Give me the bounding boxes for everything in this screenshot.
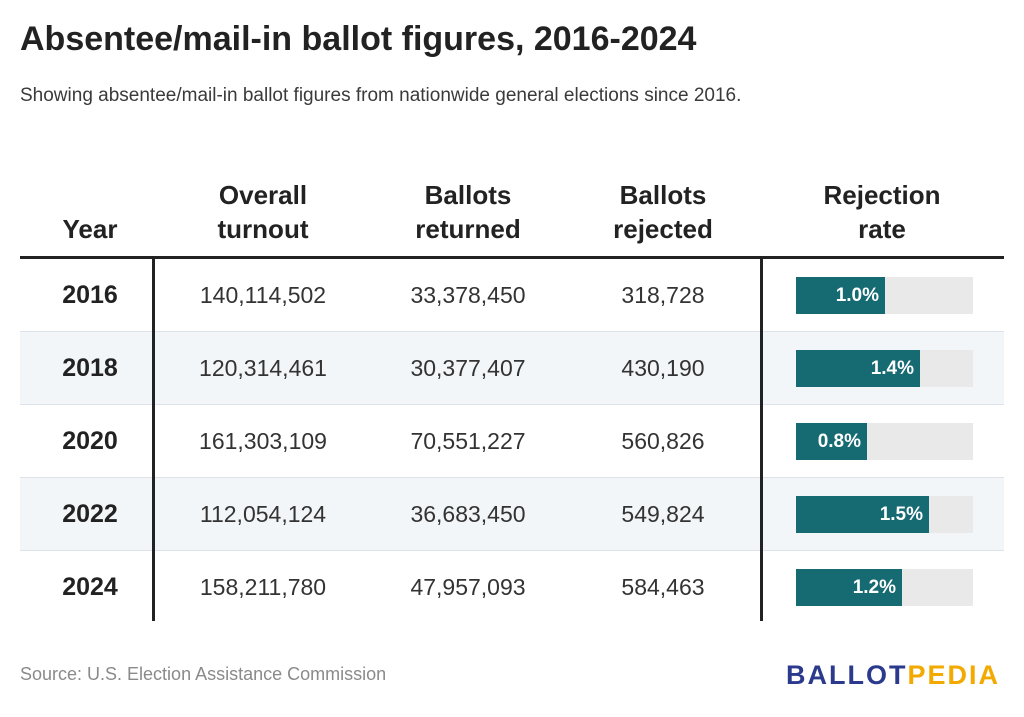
returned-cell: 30,377,407 (410, 355, 526, 381)
header-year: Year (20, 170, 160, 246)
returned-cell: 47,957,093 (410, 574, 526, 600)
header-rejected-line2: rejected (613, 214, 713, 244)
rate-bar (796, 350, 920, 387)
table-row: 2020 161,303,109 70,551,227 560,826 0.8% (20, 405, 1004, 477)
returned-cell: 36,683,450 (410, 501, 526, 527)
table-row: 2024 158,211,780 47,957,093 584,463 1.2% (20, 551, 1004, 623)
rate-column-divider (760, 259, 763, 621)
header-year-line1: Year (62, 214, 118, 244)
header-rejected: Ballots rejected (563, 170, 763, 246)
header-returned: Ballots returned (368, 170, 568, 246)
logo-part-pedia: PEDIA (907, 660, 1000, 690)
year-column-divider (152, 259, 155, 621)
header-returned-line2: returned (415, 214, 521, 244)
returned-cell: 70,551,227 (410, 428, 526, 454)
header-rate-line2: rate (858, 214, 906, 244)
row-separator (20, 404, 1004, 405)
rate-bar-label: 1.5% (879, 504, 923, 525)
rate-bar (796, 423, 867, 460)
rejected-cell: 318,728 (621, 282, 705, 308)
header-rejected-line1: Ballots (619, 180, 707, 210)
rate-bar-label: 0.8% (817, 431, 861, 452)
logo-part-ballot: BALLOT (785, 660, 908, 690)
row-separator (20, 550, 1004, 551)
year-cell: 2024 (62, 573, 118, 601)
rejected-cell: 560,826 (621, 428, 705, 454)
header-turnout-line1: Overall (218, 180, 308, 210)
turnout-cell: 161,303,109 (199, 428, 327, 454)
header-turnout-line2: turnout (217, 214, 309, 244)
year-cell: 2020 (62, 427, 118, 455)
turnout-cell: 120,314,461 (199, 355, 327, 381)
rate-bar-track: 1.4% (796, 350, 973, 387)
year-cell: 2018 (62, 354, 118, 382)
rate-bar-track: 0.8% (796, 423, 973, 460)
rejected-cell: 549,824 (621, 501, 705, 527)
row-separator (20, 331, 1004, 332)
header-rule (20, 256, 1004, 259)
turnout-cell: 140,114,502 (199, 282, 327, 308)
header-returned-line1: Ballots (424, 180, 512, 210)
year-cell: 2016 (62, 281, 118, 309)
turnout-cell: 112,054,124 (199, 501, 327, 527)
rate-bar (796, 569, 902, 606)
rate-bar-track: 1.0% (796, 277, 973, 314)
header-rate: Rejection rate (782, 170, 982, 246)
rate-bar-track: 1.2% (796, 569, 973, 606)
turnout-cell: 158,211,780 (199, 574, 327, 600)
table-row: 2016 140,114,502 33,378,450 318,728 1.0% (20, 259, 1004, 331)
rate-bar-label: 1.0% (835, 285, 879, 306)
chart-subtitle: Showing absentee/mail-in ballot figures … (20, 85, 742, 106)
year-cell: 2022 (62, 500, 118, 528)
returned-cell: 33,378,450 (410, 282, 526, 308)
source-note: Source: U.S. Election Assistance Commiss… (20, 664, 387, 684)
rejected-cell: 584,463 (621, 574, 705, 600)
rate-bar-track: 1.5% (796, 496, 973, 533)
row-separator (20, 477, 1004, 478)
ballotpedia-logo: BALLOTPEDIA (786, 660, 1000, 691)
header-turnout: Overall turnout (163, 170, 363, 246)
header-rate-line1: Rejection (823, 180, 941, 210)
rate-bar-label: 1.4% (870, 358, 914, 379)
rejected-cell: 430,190 (621, 355, 705, 381)
rate-bar (796, 496, 929, 533)
rate-bar-label: 1.2% (852, 577, 896, 598)
chart-title: Absentee/mail-in ballot figures, 2016-20… (20, 20, 697, 58)
rate-bar (796, 277, 885, 314)
table-row: 2022 112,054,124 36,683,450 549,824 1.5% (20, 478, 1004, 550)
table-row: 2018 120,314,461 30,377,407 430,190 1.4% (20, 332, 1004, 404)
